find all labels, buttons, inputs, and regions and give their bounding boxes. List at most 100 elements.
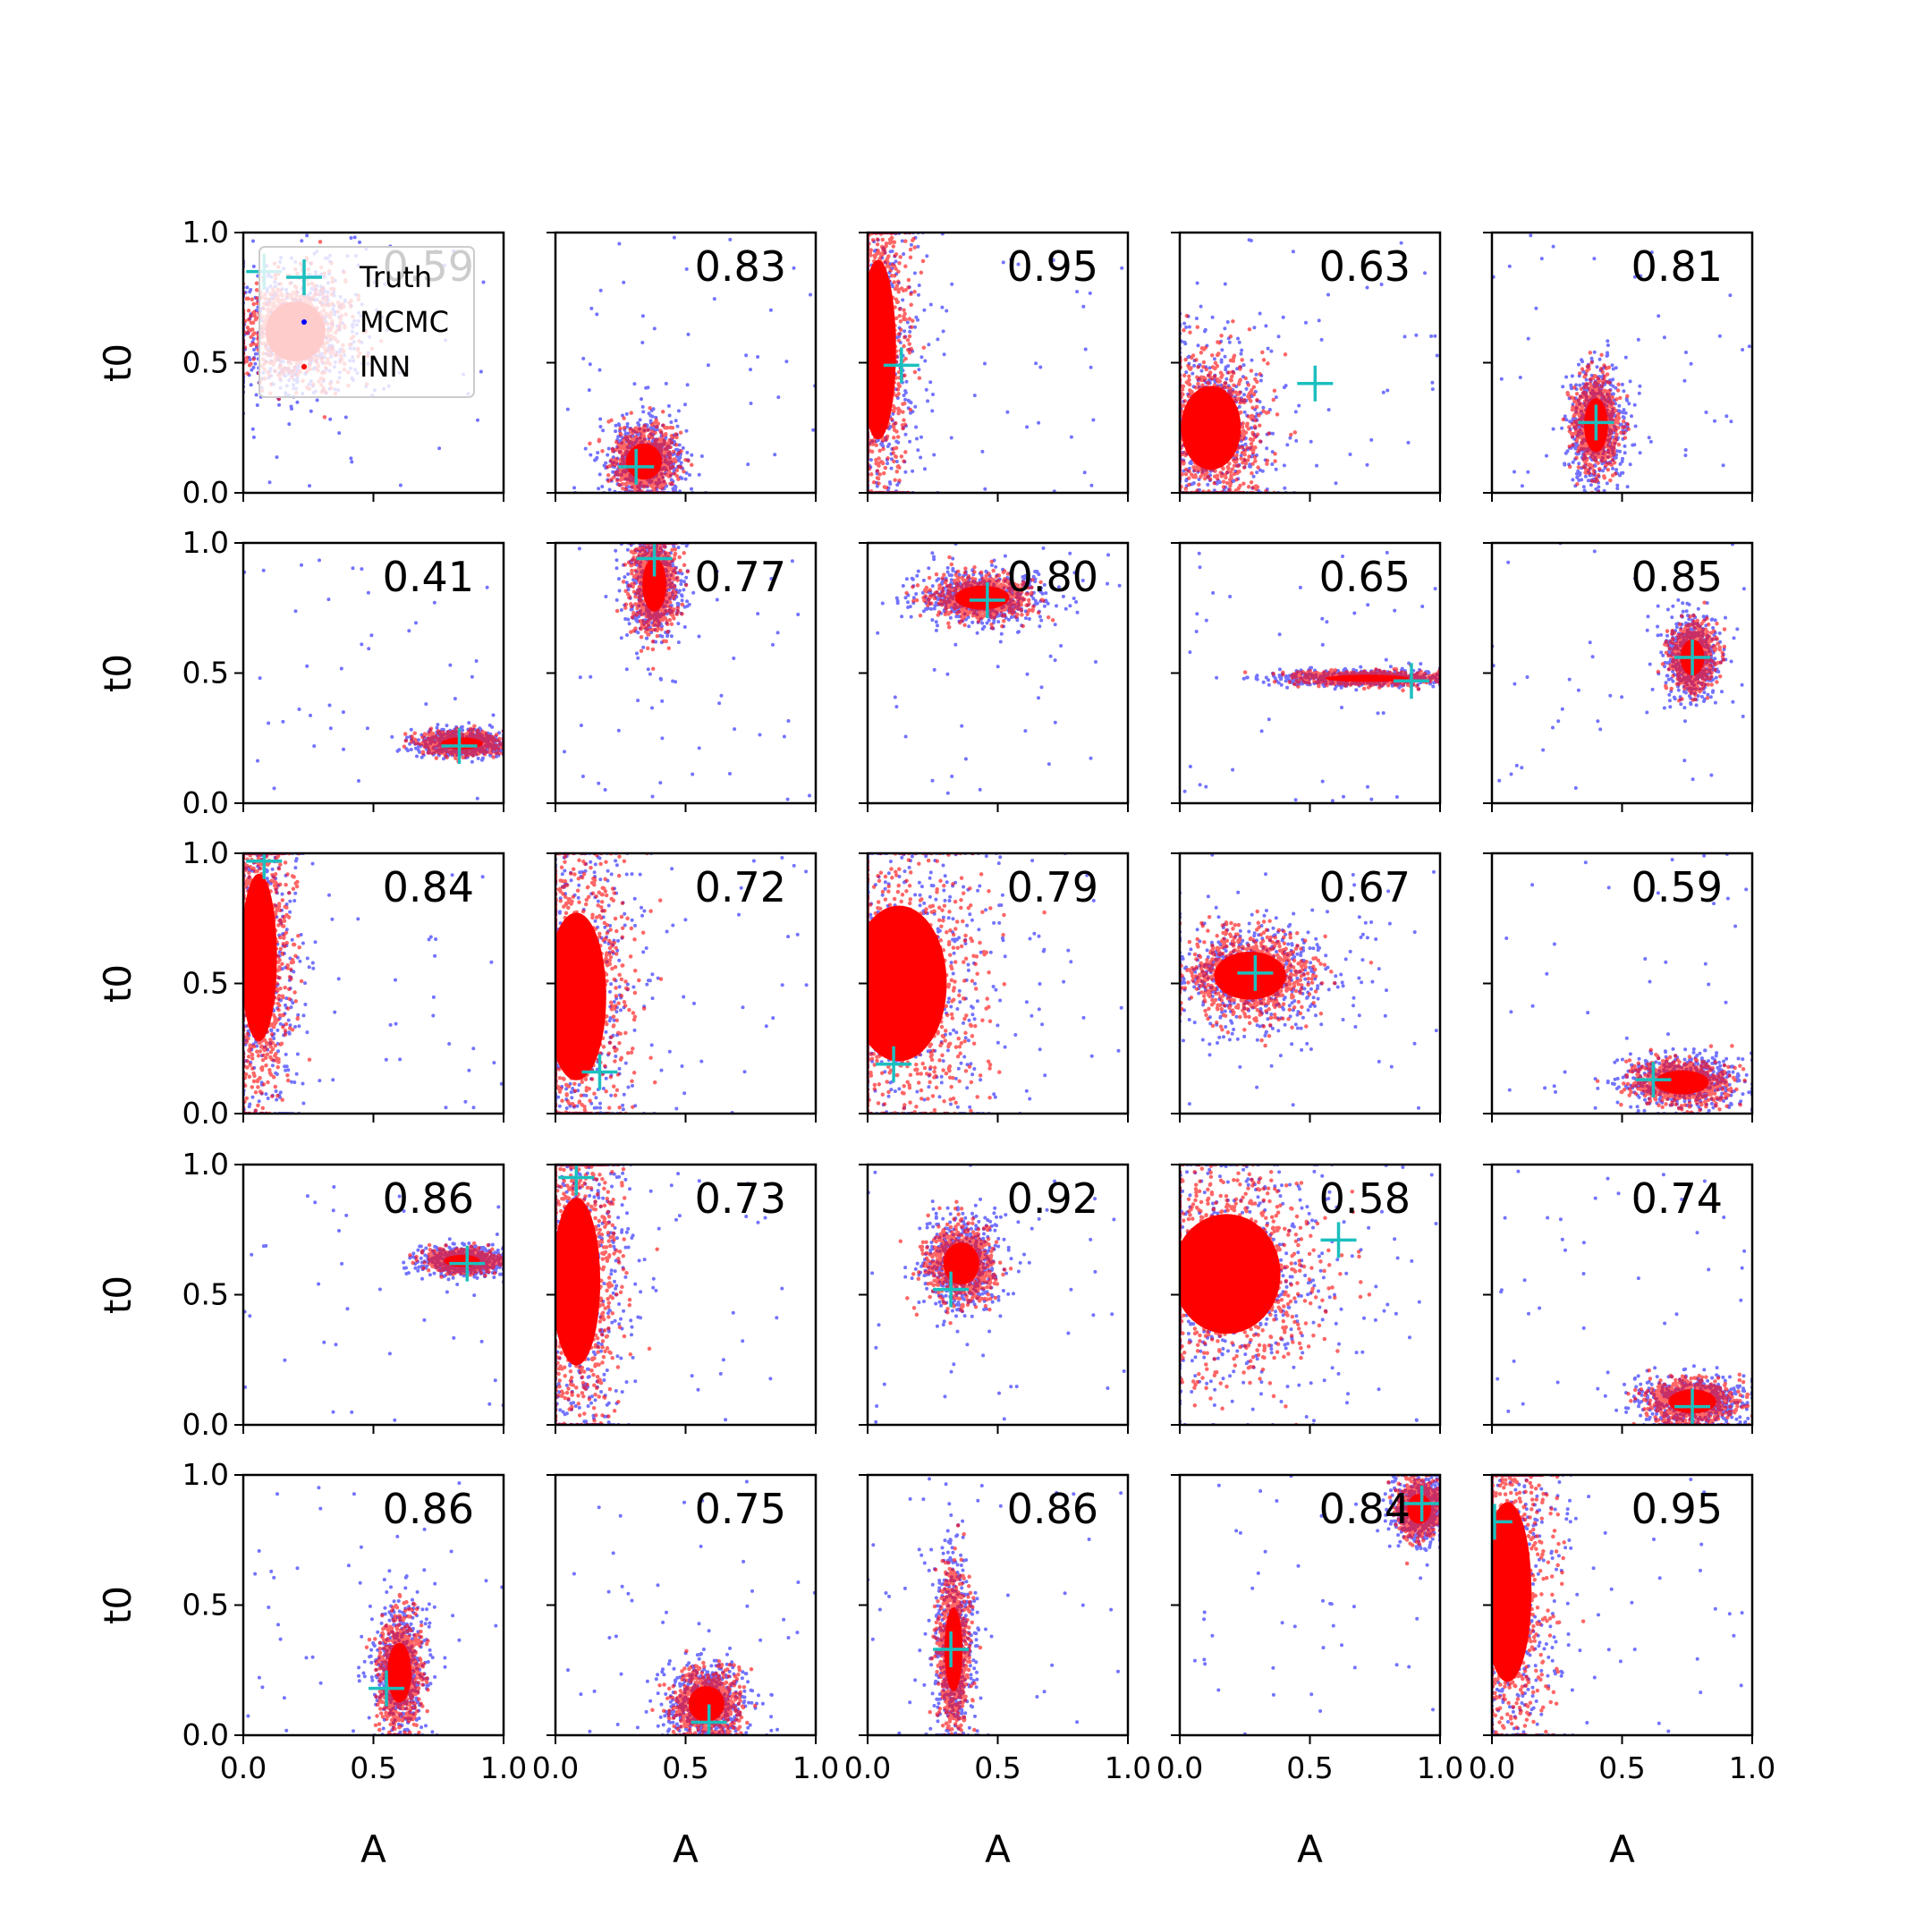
value-label: 0.65: [1319, 553, 1411, 601]
truth-marker: [969, 582, 1005, 619]
y-tick-label: 0.5: [182, 656, 229, 691]
legend-box: [258, 246, 475, 398]
y-axis-label: t0: [96, 1586, 140, 1624]
subplot-12: 0.72: [547, 852, 818, 1123]
y-tick-label: 0.5: [182, 1588, 229, 1623]
legend-label: MCMC: [360, 305, 449, 339]
truth-marker: [1674, 640, 1711, 676]
x-axis-label: A: [673, 1827, 699, 1871]
legend-marker: [301, 364, 307, 369]
truth-marker: [1674, 1388, 1711, 1425]
subplot-grid: 0.0 0.5 1.0 t0 0.59 0.83 0.95 0.63 0.81 0.0 0.5 1.0…: [96, 215, 1775, 1871]
truth-marker: [1320, 1222, 1357, 1258]
x-axis-label: A: [360, 1827, 386, 1871]
y-tick-label: 0.5: [182, 1277, 229, 1312]
value-label: 0.73: [695, 1174, 786, 1223]
x-tick-label: 1.0: [1105, 1750, 1151, 1785]
y-tick-label: 0.5: [182, 966, 229, 1001]
inn-density-core: [642, 557, 666, 612]
subplot-20: 0.74: [1483, 1163, 1754, 1434]
y-tick-label: 0.0: [182, 1096, 229, 1131]
value-label: 0.58: [1319, 1174, 1411, 1223]
inn-density-core: [1214, 951, 1286, 1000]
subplot-5: 0.81: [1483, 231, 1754, 502]
inn-density-core: [868, 905, 947, 1062]
x-tick-label: 1.0: [1729, 1750, 1775, 1785]
x-axis-label: A: [985, 1827, 1011, 1871]
truth-marker: [246, 853, 283, 879]
samples: [1192, 1475, 1440, 1735]
subplot-14: 0.67: [1171, 852, 1442, 1123]
subplot-2: 0.83: [547, 231, 818, 502]
truth-marker: [369, 1670, 405, 1707]
truth-marker: [1403, 1486, 1440, 1522]
subplot-17: 0.73: [547, 1163, 818, 1434]
value-label: 0.86: [383, 1174, 474, 1223]
legend-label: INN: [360, 350, 411, 384]
truth-marker: [1635, 1062, 1672, 1098]
subplot-8: 0.80: [859, 541, 1130, 812]
value-label: 0.92: [1007, 1174, 1098, 1223]
inn-density-core: [688, 1686, 724, 1723]
value-label: 0.72: [695, 863, 786, 911]
y-axis-label: t0: [96, 964, 140, 1003]
subplot-3: 0.95: [859, 231, 1130, 502]
legend-entry-truth: Truth: [286, 259, 432, 295]
x-tick-label: 0.0: [844, 1750, 891, 1785]
value-label: 0.95: [1007, 242, 1098, 291]
y-tick-label: 0.0: [182, 785, 229, 820]
x-tick-label: 0.0: [1469, 1750, 1515, 1785]
truth-marker: [1237, 954, 1274, 991]
inn-density-core: [868, 259, 896, 440]
y-tick-label: 1.0: [182, 525, 229, 560]
inn-density-core: [1492, 1502, 1532, 1682]
x-axis-label: A: [1297, 1827, 1323, 1871]
truth-marker: [933, 1631, 970, 1667]
y-tick-label: 0.0: [182, 475, 229, 510]
inn-density-core: [943, 1242, 979, 1285]
samples: [1180, 238, 1439, 493]
samples: [563, 543, 812, 801]
value-label: 0.77: [695, 553, 786, 601]
legend-entry-inn: INN: [301, 350, 411, 384]
subplot-7: 0.77: [547, 541, 818, 812]
y-axis-label: t0: [96, 343, 140, 382]
x-tick-label: 0.0: [220, 1750, 267, 1785]
inn-density-core: [625, 444, 663, 480]
x-tick-label: 0.5: [1598, 1750, 1645, 1785]
value-label: 0.59: [1631, 863, 1723, 911]
truth-marker: [1297, 365, 1334, 402]
value-label: 0.95: [1631, 1485, 1723, 1533]
legend-entry-mcmc: MCMC: [301, 305, 449, 339]
inn-density-core: [387, 1642, 411, 1703]
subplot-22: 0.0 0.5 1.0 A 0.75: [532, 1473, 839, 1871]
x-tick-label: 0.0: [532, 1750, 579, 1785]
y-tick-label: 1.0: [182, 1147, 229, 1182]
x-tick-label: 1.0: [792, 1750, 839, 1785]
y-axis-label: t0: [96, 1275, 140, 1314]
value-label: 0.85: [1631, 553, 1723, 601]
y-tick-label: 0.0: [182, 1717, 229, 1752]
subplot-23: 0.0 0.5 1.0 A 0.86: [844, 1473, 1151, 1871]
value-label: 0.80: [1007, 553, 1098, 601]
subplot-13: 0.79: [859, 852, 1130, 1123]
samples: [243, 853, 504, 1114]
x-tick-label: 0.5: [662, 1750, 708, 1785]
value-label: 0.81: [1631, 242, 1723, 291]
x-axis-label: A: [1609, 1827, 1635, 1871]
truth-marker: [441, 727, 478, 764]
value-label: 0.67: [1319, 863, 1411, 911]
inn-density-core: [1181, 386, 1241, 470]
subplot-11: 0.0 0.5 1.0 t0 0.84: [96, 835, 505, 1131]
value-label: 0.86: [1007, 1485, 1098, 1533]
inn-density-core: [1180, 1214, 1281, 1335]
x-tick-label: 0.0: [1157, 1750, 1203, 1785]
truth-marker: [876, 1046, 912, 1082]
subplot-6: 0.0 0.5 1.0 t0 0.41: [96, 525, 505, 820]
inn-density-core: [555, 1198, 601, 1366]
y-tick-label: 0.5: [182, 345, 229, 380]
subplot-19: 0.58: [1171, 1163, 1442, 1434]
legend-label: Truth: [359, 260, 432, 294]
truth-marker: [1578, 404, 1614, 441]
